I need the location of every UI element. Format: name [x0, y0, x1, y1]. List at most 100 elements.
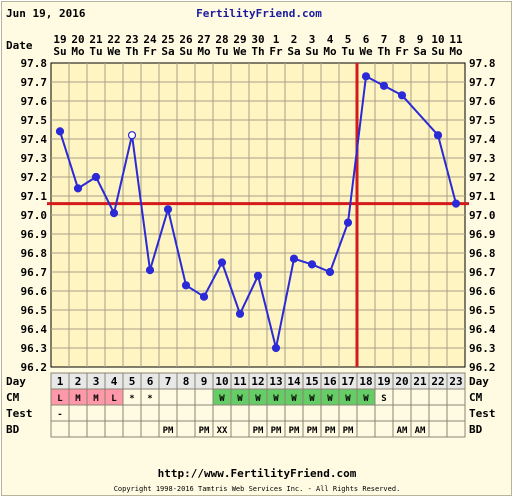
temperature-point: [199, 292, 209, 301]
temperature-point: [325, 267, 335, 277]
row-cell: [86, 404, 106, 422]
weekday-label: Fr: [143, 45, 157, 58]
temperature-line: [221, 262, 241, 315]
date-label: 4: [327, 33, 334, 46]
date-label: 2: [291, 33, 298, 46]
date-label: 7: [381, 33, 388, 46]
row-cell: [50, 420, 70, 438]
y-tick-left: 97.4: [21, 133, 48, 146]
temperature-line: [59, 131, 79, 189]
row-cell: [374, 420, 394, 438]
temperature-point: [145, 266, 155, 275]
weekday-label: Su: [53, 45, 66, 58]
header-site: FertilityFriend.com: [196, 7, 322, 20]
row-label-right: Day: [469, 375, 489, 388]
row-cell-text: PM: [325, 426, 336, 436]
date-label: 21: [89, 33, 103, 46]
weekday-label: Su: [305, 45, 318, 58]
weekday-label: Su: [431, 45, 444, 58]
row-cell-text: PM: [289, 426, 300, 436]
row-label-left: CM: [6, 391, 20, 404]
row-cell: [68, 420, 88, 438]
y-tick-right: 97.2: [469, 171, 496, 184]
row-cell: [140, 404, 160, 422]
row-cell: [194, 388, 214, 406]
weekday-label: Th: [125, 45, 138, 58]
temperature-point: [271, 343, 281, 353]
date-label: 23: [125, 33, 138, 46]
row-cell: [86, 420, 106, 438]
y-tick-left: 96.7: [21, 266, 48, 279]
y-tick-right: 96.6: [469, 285, 496, 298]
row-cell-text: XX: [217, 426, 228, 436]
temperature-line: [257, 275, 277, 349]
date-label: 5: [345, 33, 352, 46]
row-cell: [392, 404, 412, 422]
row-cell: [428, 420, 448, 438]
row-cell: [446, 404, 466, 422]
weekday-label: We: [359, 45, 373, 58]
row-cell-text: M: [75, 394, 81, 404]
day-number: 15: [305, 375, 318, 388]
y-tick-right: 97.6: [469, 95, 496, 108]
row-cell: [392, 388, 412, 406]
row-cell-text: W: [255, 394, 261, 404]
row-cell: [266, 404, 286, 422]
temperature-line: [95, 176, 115, 214]
temperature-point: [55, 127, 65, 136]
row-cell: [428, 404, 448, 422]
temperature-point: [343, 218, 353, 227]
footer-copyright: Copyright 1998-2016 Tamtris Web Services…: [114, 485, 401, 493]
y-tick-right: 96.5: [469, 304, 496, 317]
temperature-line: [401, 94, 439, 136]
y-tick-right: 97.3: [469, 152, 496, 165]
date-label: 8: [399, 33, 406, 46]
y-tick-left: 97.8: [21, 57, 48, 70]
row-cell-text: PM: [163, 426, 174, 436]
weekday-label: Mo: [449, 45, 463, 58]
date-label: 9: [417, 33, 424, 46]
day-number: 19: [377, 375, 390, 388]
date-label: 24: [143, 33, 157, 46]
row-cell-text: AM: [415, 426, 426, 436]
row-cell: [122, 420, 142, 438]
row-cell: [410, 404, 430, 422]
row-label-right: Test: [469, 407, 496, 420]
temperature-point: [397, 91, 407, 100]
y-tick-left: 97.7: [21, 76, 48, 89]
temperature-line: [437, 134, 457, 204]
row-cell-text: PM: [199, 426, 210, 436]
y-tick-right: 96.4: [469, 323, 496, 336]
row-cell-text: W: [309, 394, 315, 404]
date-label: 25: [161, 33, 174, 46]
day-number: 21: [413, 375, 427, 388]
row-cell-text: *: [129, 394, 134, 404]
temperature-point: [307, 260, 317, 269]
y-tick-right: 97.0: [469, 209, 496, 222]
date-label: 22: [107, 33, 120, 46]
day-number: 20: [395, 375, 408, 388]
weekday-label: Mo: [323, 45, 337, 58]
date-label: 30: [251, 33, 264, 46]
y-tick-left: 97.6: [21, 95, 48, 108]
y-tick-right: 96.8: [469, 247, 496, 260]
row-cell: [446, 388, 466, 406]
temperature-point: [163, 205, 173, 214]
date-label: 26: [179, 33, 193, 46]
row-cell: [302, 404, 322, 422]
row-cell: [248, 404, 268, 422]
row-cell-text: -: [57, 410, 62, 420]
temperature-line: [329, 222, 349, 273]
day-number: 23: [449, 375, 462, 388]
day-number: 5: [129, 375, 136, 388]
row-cell: [410, 388, 430, 406]
day-number: 1: [57, 375, 64, 388]
y-tick-right: 96.2: [469, 361, 496, 374]
row-cell: [446, 420, 466, 438]
row-cell-text: W: [237, 394, 243, 404]
temperature-line: [149, 209, 169, 271]
row-cell: [320, 404, 340, 422]
day-number: 9: [201, 375, 208, 388]
day-number: 6: [147, 375, 154, 388]
